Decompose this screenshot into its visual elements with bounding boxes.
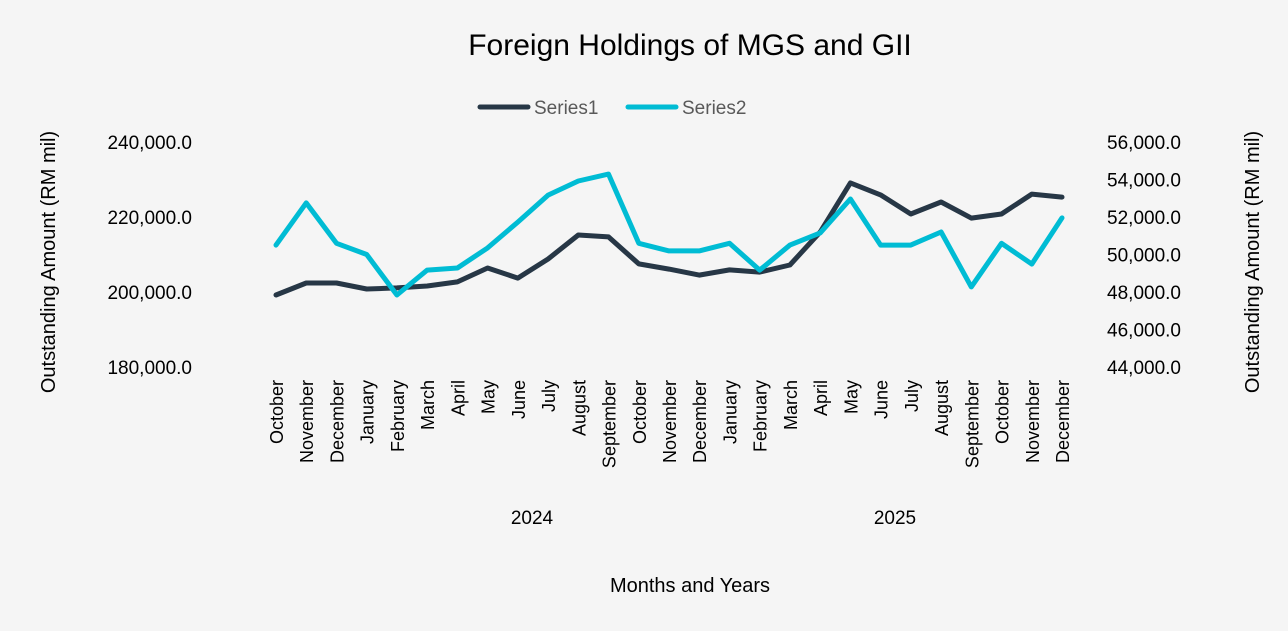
right-tick-label: 56,000.0 (1107, 133, 1181, 154)
x-tick-label: October (267, 380, 287, 444)
right-tick-label: 52,000.0 (1107, 208, 1181, 229)
x-tick-label: March (418, 380, 438, 430)
x-tick-label: December (327, 380, 347, 463)
chart-title: Foreign Holdings of MGS and GII (468, 29, 912, 62)
left-axis-ticks: 180,000.0 200,000.0 220,000.0 240,000.0 (107, 133, 192, 379)
year-labels: 2024 2025 (511, 508, 916, 529)
x-tick-label: February (388, 380, 408, 452)
left-tick-label: 180,000.0 (107, 358, 192, 379)
right-axis-title: Outstanding Amount (RM mil) (1242, 131, 1264, 393)
right-tick-label: 50,000.0 (1107, 246, 1181, 267)
x-tick-label: January (358, 380, 378, 444)
x-tick-label: July (902, 380, 922, 412)
x-tick-label: December (690, 380, 710, 463)
x-tick-label: May (479, 380, 499, 414)
x-tick-label: June (872, 380, 892, 419)
legend-label: Series1 (534, 98, 598, 119)
x-tick-label: October (630, 380, 650, 444)
right-tick-label: 48,000.0 (1107, 283, 1181, 304)
year-label: 2025 (874, 508, 916, 529)
x-tick-label: August (569, 380, 589, 436)
x-tick-label: May (841, 380, 861, 414)
x-axis-ticks: October November December January February Ma… (267, 380, 1073, 468)
x-tick-label: January (720, 380, 740, 444)
x-tick-label: April (811, 380, 831, 416)
year-label: 2024 (511, 508, 554, 529)
x-axis-title: Months and Years (610, 575, 770, 597)
x-tick-label: September (962, 380, 982, 468)
x-tick-label: December (1053, 380, 1073, 463)
series-lines (276, 174, 1062, 295)
x-tick-label: September (600, 380, 620, 468)
legend-label: Series2 (682, 98, 746, 119)
x-tick-label: June (509, 380, 529, 419)
x-tick-label: August (932, 380, 952, 436)
left-tick-label: 200,000.0 (107, 283, 192, 304)
x-tick-label: November (1023, 380, 1043, 463)
left-tick-label: 240,000.0 (107, 133, 192, 154)
x-tick-label: October (993, 380, 1013, 444)
left-axis-title: Outstanding Amount (RM mil) (38, 131, 60, 393)
right-tick-label: 46,000.0 (1107, 321, 1181, 342)
series-line-series2 (276, 174, 1062, 295)
right-tick-label: 54,000.0 (1107, 171, 1181, 192)
legend: Series1 Series2 (480, 98, 746, 119)
left-tick-label: 220,000.0 (107, 208, 192, 229)
x-tick-label: April (448, 380, 468, 416)
right-axis-ticks: 44,000.0 46,000.0 48,000.0 50,000.0 52,000.0… (1107, 133, 1181, 379)
x-tick-label: March (781, 380, 801, 430)
right-tick-label: 44,000.0 (1107, 358, 1181, 379)
x-tick-label: February (751, 380, 771, 452)
x-tick-label: July (539, 380, 559, 412)
x-tick-label: November (297, 380, 317, 463)
x-tick-label: November (660, 380, 680, 463)
